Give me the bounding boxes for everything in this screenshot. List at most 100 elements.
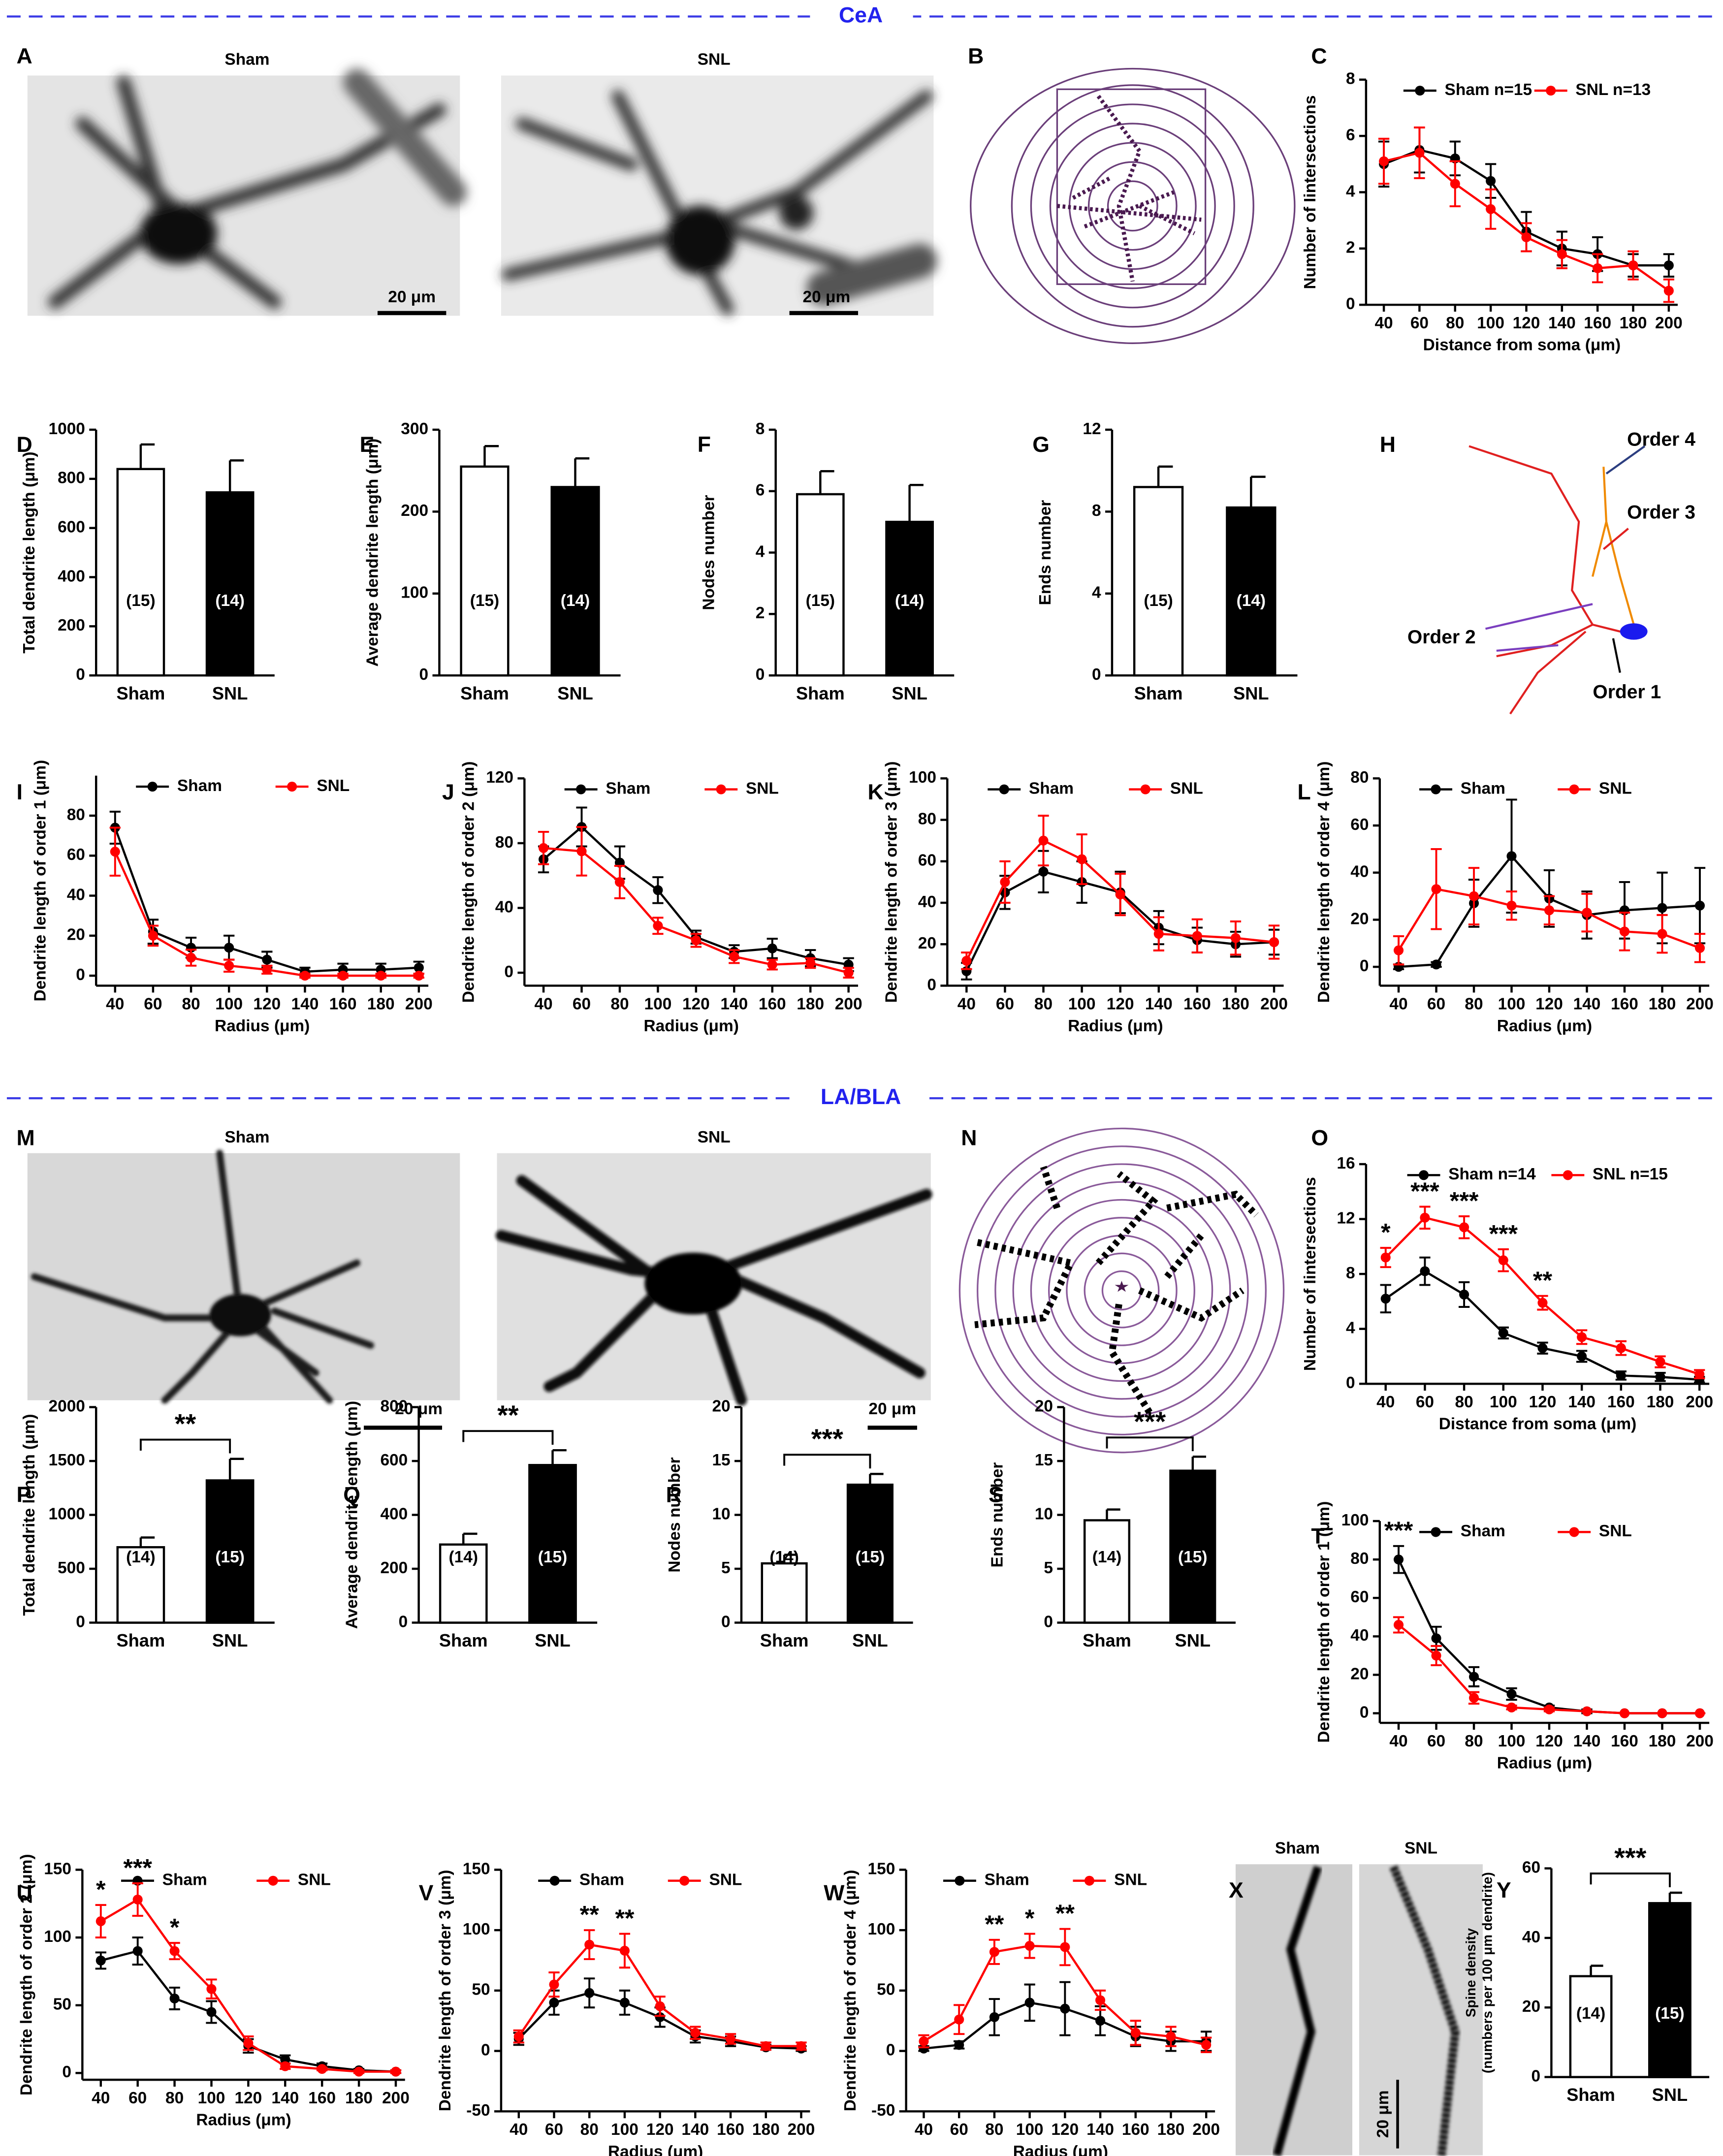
point xyxy=(989,1947,999,1957)
x-tick-label: 140 xyxy=(681,2121,709,2139)
y-tick-label: 200 xyxy=(58,616,85,634)
y-axis-label: Spine density xyxy=(1463,1928,1478,2018)
y-tick-label: 0 xyxy=(1360,957,1369,975)
x-tick-label: 40 xyxy=(915,2121,933,2139)
point xyxy=(691,935,701,946)
y-tick-label: 20 xyxy=(67,926,85,944)
y-tick-label: 40 xyxy=(1350,863,1369,881)
legend-label: Sham xyxy=(579,1871,624,1889)
image-caption: Sham xyxy=(1275,1839,1320,1857)
y-tick-label: 0 xyxy=(756,666,765,684)
y-tick-label: 1000 xyxy=(48,1505,85,1523)
y-tick-label: 4 xyxy=(1092,584,1101,602)
panel-letter: B xyxy=(968,44,984,68)
point xyxy=(1619,926,1630,937)
y-axis-label: Nodes number xyxy=(700,495,718,610)
x-tick-label: 160 xyxy=(1183,995,1211,1013)
x-tick-label: 200 xyxy=(1655,314,1683,332)
significance-label: ** xyxy=(615,1904,635,1932)
point xyxy=(148,930,158,941)
panel-letter: G xyxy=(1032,433,1050,457)
significance-label: *** xyxy=(1410,1177,1439,1205)
x-tick-label: 200 xyxy=(1260,995,1288,1013)
point xyxy=(549,1997,559,2008)
y-axis-label: Dendrite length of order 2 (μm) xyxy=(18,1854,36,2095)
panel-letter: Q xyxy=(343,1483,360,1507)
micrograph xyxy=(501,75,937,316)
legend-label: Sham xyxy=(177,777,222,795)
legend-label: SNL xyxy=(1599,779,1632,797)
x-tick-label: 60 xyxy=(950,2121,968,2139)
x-tick-label: 120 xyxy=(253,995,281,1013)
point xyxy=(1506,1702,1517,1712)
series-line xyxy=(1398,1559,1700,1714)
point xyxy=(1077,854,1087,864)
point xyxy=(1498,1328,1508,1338)
point xyxy=(1420,1266,1430,1276)
y-tick-label: 8 xyxy=(1346,70,1355,88)
scale-bar-label: 20 μm xyxy=(868,1400,916,1418)
x-tick-label: 60 xyxy=(996,995,1014,1013)
point xyxy=(1095,2016,1106,2026)
n-label: (14) xyxy=(215,592,245,610)
point xyxy=(614,877,625,887)
x-tick-label: 60 xyxy=(1410,314,1429,332)
point xyxy=(989,2012,999,2022)
n-label: (15) xyxy=(1178,1548,1208,1566)
point xyxy=(1431,1650,1441,1661)
point xyxy=(1694,1369,1705,1379)
significance-label: *** xyxy=(1134,1406,1166,1437)
x-tick-label: 200 xyxy=(382,2089,410,2107)
point xyxy=(224,943,234,953)
point xyxy=(1582,908,1592,918)
y-tick-label: 1000 xyxy=(48,420,85,438)
y-tick-label: 100 xyxy=(401,584,428,602)
y-axis-label: Average dendrite length (μm) xyxy=(343,1401,361,1629)
x-tick-label: 180 xyxy=(345,2089,373,2107)
x-axis-label: Radius (μm) xyxy=(644,1017,739,1035)
y-tick-label: 20 xyxy=(712,1397,730,1415)
y-axis-label: (numbers per 100 μm dendrite) xyxy=(1479,1872,1495,2073)
x-tick-label: 180 xyxy=(1649,995,1676,1013)
x-tick-label: 180 xyxy=(1157,2121,1185,2139)
x-tick-label: 200 xyxy=(788,2121,815,2139)
point xyxy=(1115,889,1125,900)
point xyxy=(1657,1708,1667,1718)
y-tick-label: 40 xyxy=(918,893,936,911)
point xyxy=(1657,929,1667,939)
significance-label: *** xyxy=(123,1854,152,1881)
bar xyxy=(1083,1519,1131,1624)
series-line xyxy=(114,827,419,973)
y-tick-label: 60 xyxy=(1350,816,1369,834)
bar xyxy=(846,1484,893,1624)
point xyxy=(132,1946,143,1956)
panel-letter: T xyxy=(1311,1524,1324,1548)
point xyxy=(726,2034,736,2044)
legend-marker xyxy=(1546,86,1556,96)
legend-label: SNL xyxy=(1599,1522,1632,1540)
bar xyxy=(460,465,510,677)
x-tick-label: 100 xyxy=(611,2121,638,2139)
y-tick-label: 16 xyxy=(1337,1154,1355,1173)
point xyxy=(1459,1289,1469,1300)
legend-marker xyxy=(576,784,586,794)
point xyxy=(1166,2031,1176,2042)
x-tick-label: 60 xyxy=(144,995,162,1013)
point xyxy=(584,1939,595,1950)
image-caption: SNL xyxy=(698,1128,731,1146)
point xyxy=(1544,905,1555,916)
point xyxy=(169,1946,180,1956)
y-tick-label: 40 xyxy=(1522,1928,1540,1946)
point xyxy=(1537,1298,1548,1308)
y-axis-label: Nodes number xyxy=(666,1457,684,1572)
significance-label: *** xyxy=(1489,1220,1518,1247)
point xyxy=(1506,1689,1517,1699)
y-tick-label: 0 xyxy=(419,666,429,684)
bar xyxy=(439,1543,488,1624)
point xyxy=(653,920,663,931)
x-tick-label: 160 xyxy=(1611,995,1638,1013)
significance-label: ** xyxy=(497,1400,519,1430)
y-tick-label: 80 xyxy=(1350,1550,1369,1568)
x-tick-label: SNL xyxy=(1175,1630,1211,1650)
